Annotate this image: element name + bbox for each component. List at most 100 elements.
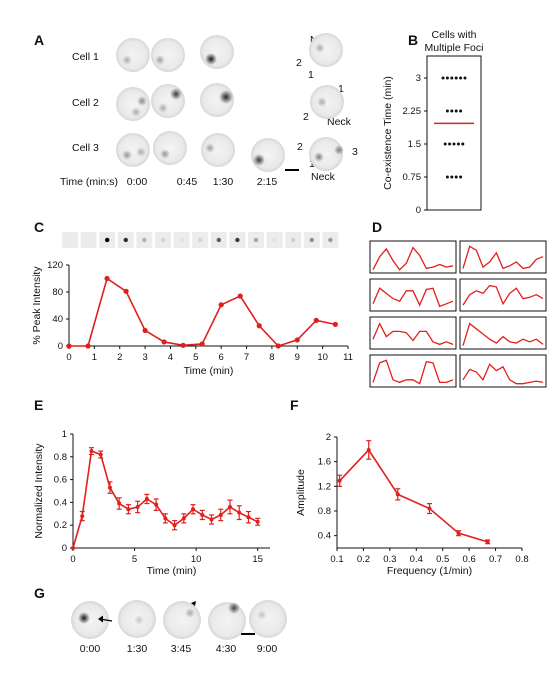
panel-d-traces bbox=[369, 240, 547, 388]
g-cell-image-2 bbox=[163, 601, 201, 639]
c-point-2 bbox=[104, 275, 110, 282]
time-axis-label: Time (min:s) bbox=[60, 176, 118, 188]
cell3-number-3: 3 bbox=[352, 146, 358, 158]
c-thumb-6 bbox=[173, 232, 190, 248]
e-point-1 bbox=[80, 514, 85, 519]
f-xtick-label-5: 0.6 bbox=[463, 554, 476, 565]
time-label-1: 0:45 bbox=[177, 176, 198, 188]
panel-b-frame bbox=[426, 55, 482, 211]
c-series-line bbox=[69, 277, 336, 347]
e-xlabel: Time (min) bbox=[147, 565, 197, 577]
c-thumb-spot-6 bbox=[179, 237, 184, 243]
b-ytick-label-4: 3 bbox=[416, 73, 421, 84]
c-xtick-label-6: 6 bbox=[219, 352, 224, 363]
c-thumb-spot-11 bbox=[272, 237, 277, 243]
c-thumb-spot-12 bbox=[291, 237, 296, 243]
e-point-3 bbox=[98, 452, 103, 457]
f-xtick-label-2: 0.3 bbox=[383, 554, 396, 565]
b-dot-2-2 bbox=[452, 142, 456, 146]
c-thumb-11 bbox=[266, 232, 283, 248]
e-point-6 bbox=[126, 507, 131, 512]
panel-letter-a: A bbox=[34, 32, 44, 48]
cell-image-10 bbox=[201, 133, 235, 167]
f-xtick-label-4: 0.5 bbox=[436, 554, 449, 565]
c-thumb-0 bbox=[62, 232, 78, 248]
cell-image-0 bbox=[116, 38, 150, 72]
e-point-10 bbox=[163, 516, 168, 521]
d-trace-6 bbox=[372, 359, 454, 385]
focus-spot-10-0 bbox=[205, 143, 215, 153]
e-ytick-label-4: 0.8 bbox=[54, 452, 67, 463]
c-xtick-label-1: 1 bbox=[92, 352, 97, 363]
c-xtick-label-2: 2 bbox=[117, 352, 122, 363]
c-point-7 bbox=[199, 341, 205, 347]
cell2-number-1: 1 bbox=[338, 83, 344, 95]
b-ylabel: Co-existence Time (min) bbox=[382, 76, 394, 190]
cell-image-5 bbox=[151, 84, 185, 118]
panel-letter-d: D bbox=[372, 219, 382, 235]
panel-e-chart: 0 5 10 15 0 0.2 0.4 0.6 0.8 1 Time (min) Normalized… bbox=[33, 429, 270, 577]
c-thumb-spot-8 bbox=[216, 237, 221, 243]
c-point-13 bbox=[313, 317, 319, 323]
b-dot-0-3 bbox=[454, 76, 458, 80]
b-dot-0-0 bbox=[441, 76, 445, 80]
d-box-2 bbox=[369, 278, 457, 312]
g-focus-spot-3-0 bbox=[228, 602, 240, 614]
focus-spot-8-1 bbox=[136, 147, 146, 157]
panel-b-chart: Cells with Multiple Foci 0 0.75 1.5 2.25 3 Co-… bbox=[382, 29, 483, 216]
panel-f-chart: 0.1 0.2 0.3 0.4 0.5 0.6 0.7 0.8 0.4 0.8 1.2 1.6 2 Fre… bbox=[295, 432, 529, 577]
cell2-number-2: 2 bbox=[303, 111, 309, 123]
c-ytick-label-3: 120 bbox=[47, 260, 63, 271]
b-dot-2-4 bbox=[461, 142, 465, 146]
c-xtick-label-4: 4 bbox=[168, 352, 173, 363]
d-box-0 bbox=[369, 240, 457, 274]
c-thumb-spot-5 bbox=[160, 237, 166, 243]
c-point-3 bbox=[123, 288, 129, 294]
time-label-3: 2:15 bbox=[257, 176, 278, 188]
e-point-0 bbox=[71, 546, 75, 550]
f-point-1 bbox=[366, 447, 371, 452]
neck-label-3: Neck bbox=[311, 171, 336, 183]
g-time-label-2: 3:45 bbox=[171, 643, 192, 655]
e-point-17 bbox=[227, 504, 232, 509]
e-point-15 bbox=[209, 517, 214, 522]
f-xtick-label-0: 0.1 bbox=[330, 554, 343, 565]
e-point-14 bbox=[200, 512, 205, 517]
panel-letter-b: B bbox=[408, 32, 418, 48]
c-thumb-13 bbox=[303, 232, 320, 248]
focus-spot-9-0 bbox=[160, 149, 170, 159]
d-trace-5 bbox=[462, 322, 544, 346]
c-ytick-label-2: 80 bbox=[52, 287, 63, 298]
focus-spot-12-0 bbox=[314, 152, 324, 162]
g-cell-image-3 bbox=[208, 602, 246, 640]
c-thumb-spot-4 bbox=[142, 237, 147, 243]
c-point-12 bbox=[294, 337, 300, 343]
time-label-2: 1:30 bbox=[213, 176, 234, 188]
g-cell-image-4 bbox=[249, 600, 287, 638]
d-box-3 bbox=[459, 278, 547, 312]
focus-spot-5-0 bbox=[170, 88, 182, 100]
row-label-cell3: Cell 3 bbox=[72, 142, 99, 154]
b-dot-2-1 bbox=[448, 142, 452, 146]
b-ytick-label-3: 2.25 bbox=[403, 106, 422, 117]
e-xtick-label-2: 10 bbox=[191, 554, 202, 565]
b-ytick-label-2: 1.5 bbox=[408, 139, 421, 150]
focus-spot-4-0 bbox=[137, 96, 147, 106]
focus-spot-3-0 bbox=[315, 43, 325, 53]
c-thumb-spot-7 bbox=[198, 237, 203, 243]
c-point-10 bbox=[256, 323, 262, 329]
c-thumb-12 bbox=[285, 232, 302, 248]
e-point-4 bbox=[107, 485, 112, 490]
e-xtick-label-1: 5 bbox=[132, 554, 137, 565]
f-xtick-label-1: 0.2 bbox=[357, 554, 370, 565]
g-cell-image-0 bbox=[71, 601, 109, 639]
b-dot-1-1 bbox=[450, 109, 454, 113]
g-focus-spot-4-0 bbox=[257, 610, 267, 620]
c-thumb-spot-10 bbox=[253, 237, 259, 243]
e-xtick-label-3: 15 bbox=[252, 554, 263, 565]
panel-b-title-line1: Cells with bbox=[432, 29, 477, 41]
f-ytick-label-4: 2 bbox=[326, 432, 331, 443]
e-point-11 bbox=[172, 523, 177, 528]
e-point-8 bbox=[144, 496, 149, 501]
